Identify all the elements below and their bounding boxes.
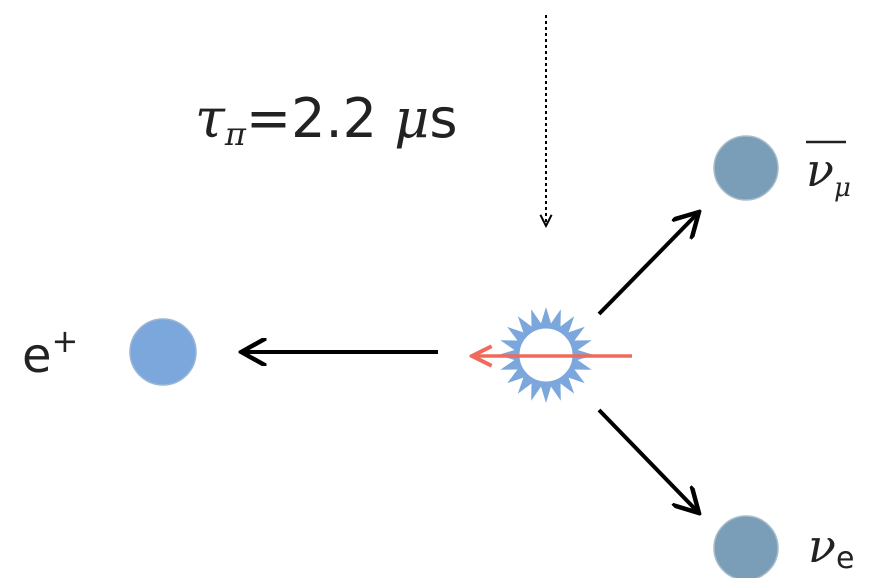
positron-particle: [130, 319, 196, 385]
positron-symbol: e: [22, 328, 52, 384]
lifetime-subscript-pi: π: [224, 115, 247, 153]
lifetime-label: τπ=2.2 μs: [195, 87, 457, 153]
positron-label: e+: [22, 322, 78, 384]
positron-superscript: +: [52, 322, 79, 360]
lifetime-unit-s: s: [429, 87, 457, 150]
antineutrino-mu-symbol: ν: [806, 143, 834, 197]
lifetime-unit-mu: μ: [394, 87, 429, 150]
neutrino-e-symbol: ν: [808, 519, 836, 573]
antineutrino-mu-particle: [714, 136, 778, 200]
lifetime-tau: τ: [195, 87, 226, 150]
lifetime-value: =2.2: [246, 87, 394, 150]
antineutrino-mu-subscript: μ: [834, 173, 851, 203]
antineutrino-mu-label: νμ: [806, 143, 851, 203]
antineutrino-mu-arrow: [599, 214, 697, 314]
neutrino-e-label: νe: [808, 519, 854, 576]
neutrino-e-subscript: e: [836, 541, 854, 576]
neutrino-e-arrow: [599, 410, 697, 511]
neutrino-e-particle: [714, 516, 778, 578]
